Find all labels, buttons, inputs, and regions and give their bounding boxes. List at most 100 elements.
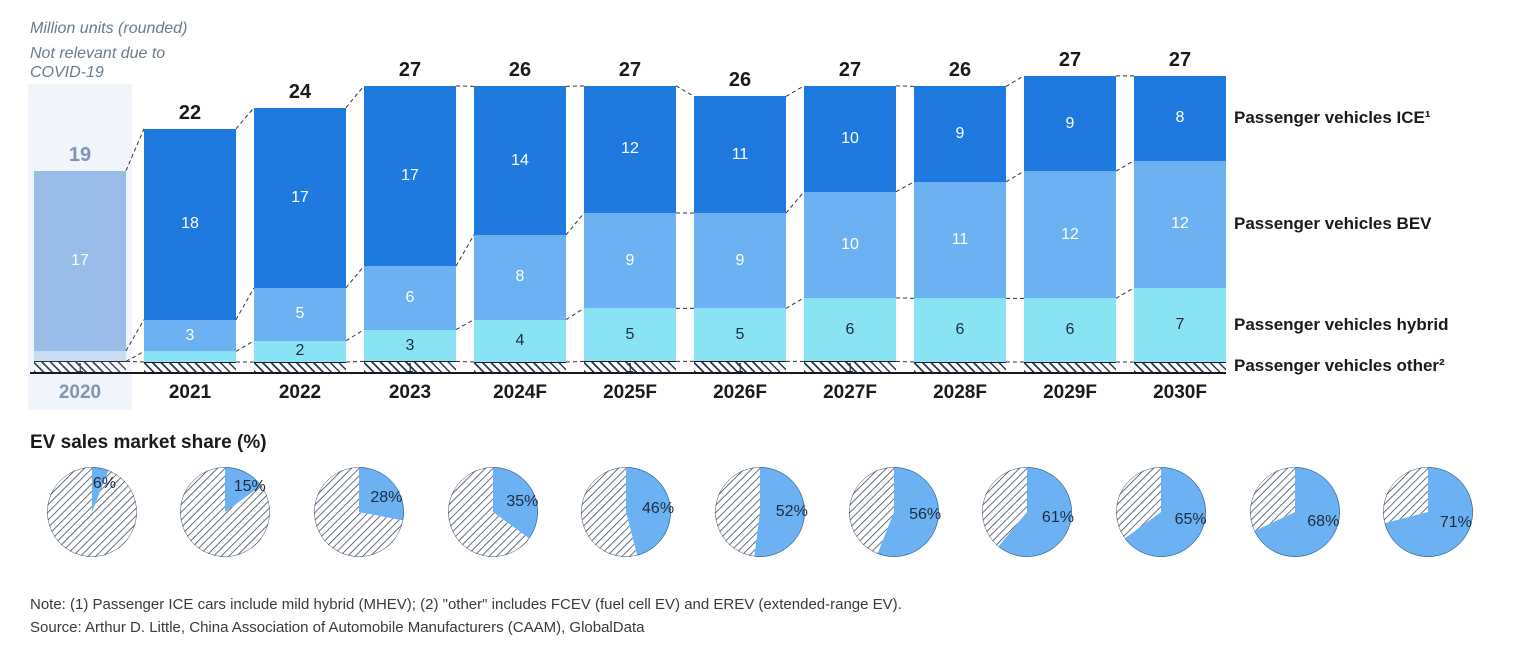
stacked-bar: 8127 [1134,76,1226,372]
segment-ice: 18 [144,129,236,320]
pie-percent-label: 28% [370,489,402,507]
pie-cell: 6% [34,464,150,560]
bar-total-label: 22 [179,102,201,125]
bar-total-label: 26 [729,69,751,92]
stacked-bar: 1484 [474,86,566,372]
stacked-bar: 17 1 [34,171,126,372]
segment-hybrid: 7 [1134,288,1226,362]
segment-other [474,362,566,372]
segment-ice: 17 [34,171,126,351]
segment-bev: 9 [584,213,676,308]
bar-column: 26 9116 [914,59,1006,372]
pie-percent-label: 71% [1440,514,1472,532]
x-axis-labels: 20202021202220232024F2025F2026F2027F2028… [30,382,1226,404]
x-axis-label: 2024F [474,382,566,404]
segment-bev: 10 [804,192,896,298]
legend-item-bev: Passenger vehicles BEV [1234,214,1432,234]
legend-item-hybrid: Passenger vehicles hybrid [1234,315,1449,335]
bar-total-label: 27 [619,59,641,82]
x-axis-label: 2026F [694,382,786,404]
x-axis-label: 2023 [364,382,456,404]
segment-ice: 8 [1134,76,1226,161]
pie-cell: 65% [1103,464,1219,560]
segment-bev: 9 [694,213,786,308]
stacked-bar: 183 [144,129,236,372]
segment-hybrid: 4 [474,320,566,362]
segment-bev: 12 [1024,171,1116,298]
segment-other [914,362,1006,372]
pie-percent-label: 6% [93,475,116,493]
x-axis-label: 2030F [1134,382,1226,404]
segment-bev: 8 [474,235,566,320]
pie-percent-label: 15% [234,478,266,496]
segment-other: 1 [584,361,676,372]
pie-percent-label: 56% [909,506,941,524]
stacked-bar: 1752 [254,108,346,372]
pie-row: 6% 15% 28% 35% 46%52% 56% 61%65% 68% 71% [30,464,1486,560]
stacked-bar: 17631 [364,86,456,372]
segment-ice: 9 [914,86,1006,181]
legend-item-other: Passenger vehicles other² [1234,356,1445,376]
segment-other [254,362,346,372]
segment-bev: 6 [364,266,456,330]
footnote-source: Source: Arthur D. Little, China Associat… [30,617,1486,640]
footnote-note: Note: (1) Passenger ICE cars include mil… [30,594,1486,617]
pie-percent-label: 35% [506,493,538,511]
segment-hybrid: 5 [584,308,676,361]
bar-total-label: 27 [839,59,861,82]
pie-cell: 52% [702,464,818,560]
stacked-bar-chart: 1917122183241752271763126148427129512611… [30,44,1226,374]
segment-other: 1 [364,361,456,372]
pie-cell: 61% [969,464,1085,560]
segment-ice: 17 [364,86,456,266]
share-title: EV sales market share (%) [30,432,1486,454]
footnotes: Note: (1) Passenger ICE cars include mil… [30,594,1486,639]
segment-hybrid [144,351,236,362]
pie-cell: 71% [1370,464,1486,560]
pie-chart [1383,467,1473,557]
bar-column: 279126 [1024,49,1116,372]
bar-total-label: 27 [399,59,421,82]
bar-column: 27101061 [804,59,896,372]
stacked-bar: 9116 [914,86,1006,372]
segment-hybrid: 3 [364,330,456,362]
segment-ice: 12 [584,86,676,213]
bar-total-label: 26 [949,59,971,82]
segment-other [144,362,236,372]
bar-column: 2611951 [694,69,786,372]
pie-cell: 35% [435,464,551,560]
segment-other: 1 [34,361,126,372]
pie-cell: 46% [569,464,685,560]
pie-cell: 68% [1237,464,1353,560]
bar-column: 27 12951 [584,59,676,372]
x-axis-label: 2029F [1024,382,1116,404]
pie-chart [314,467,404,557]
x-axis-label: 2027F [804,382,896,404]
x-axis-label: 2022 [254,382,346,404]
segment-hybrid: 5 [694,308,786,361]
segment-ice: 17 [254,108,346,288]
segment-bev [34,351,126,362]
segment-other: 1 [694,361,786,372]
pie-cell: 28% [301,464,417,560]
segment-other: 1 [804,361,896,372]
pie-chart [448,467,538,557]
bar-column: 261484 [474,59,566,372]
pie-chart [47,467,137,557]
x-axis-label: 2020 [34,382,126,404]
pie-percent-label: 68% [1307,513,1339,531]
segment-ice: 10 [804,86,896,192]
subtitle: Million units (rounded) [30,20,1486,38]
stacked-bar: 11951 [694,96,786,372]
segment-other [1024,362,1116,372]
bar-column: 241752 [254,81,346,372]
pie-cell: 15% [168,464,284,560]
legend: Passenger vehicles ICE¹Passenger vehicle… [1226,44,1486,374]
segment-hybrid: 2 [254,341,346,362]
segment-bev: 5 [254,288,346,341]
segment-hybrid: 6 [914,298,1006,362]
bar-column: 27 8127 [1134,49,1226,372]
pie-cell: 56% [836,464,952,560]
bar-total-label: 27 [1169,49,1191,72]
segment-hybrid: 6 [1024,298,1116,362]
